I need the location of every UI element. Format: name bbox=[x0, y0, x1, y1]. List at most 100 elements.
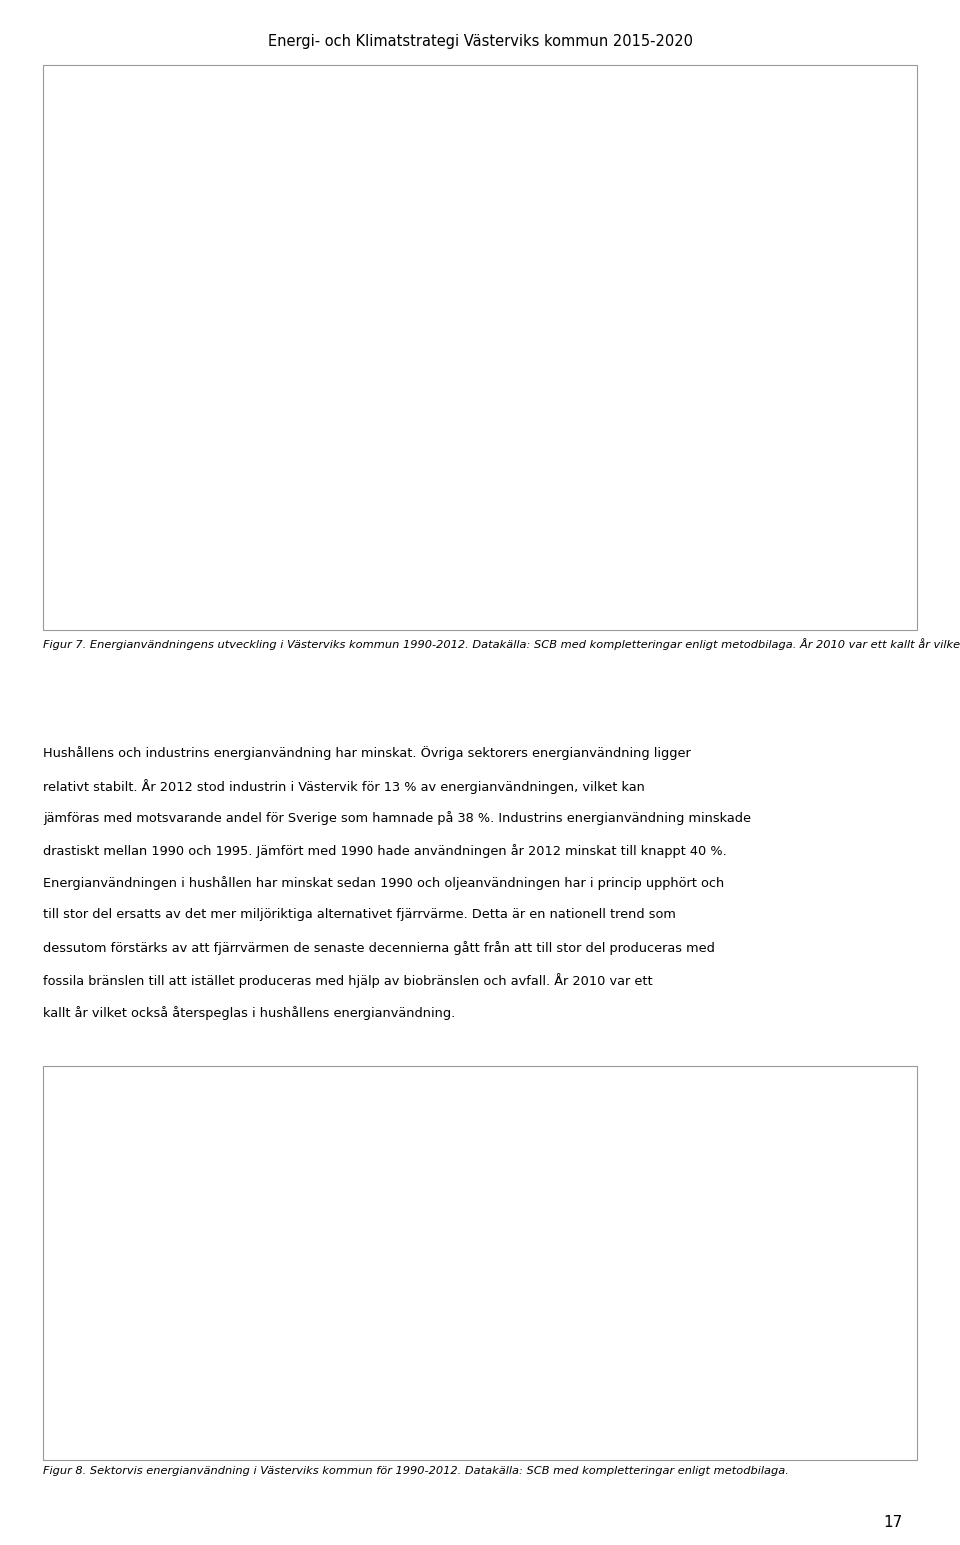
Text: 139: 139 bbox=[636, 1307, 660, 1321]
Text: 369: 369 bbox=[636, 1349, 660, 1363]
Text: Energianvändning i Västervik kommun 1990-2012: Energianvändning i Västervik kommun 1990… bbox=[58, 93, 562, 111]
Text: 159: 159 bbox=[336, 558, 360, 572]
Text: 259: 259 bbox=[528, 1432, 552, 1446]
Bar bbox=[812, 283, 886, 352]
Bar bbox=[409, 289, 483, 358]
Text: till stor del ersatts av det mer miljöriktiga alternativet fjärrvärme. Detta är : till stor del ersatts av det mer miljöri… bbox=[43, 908, 676, 921]
Bar bbox=[275, 385, 348, 453]
Bar bbox=[140, 207, 214, 246]
Text: El: El bbox=[84, 603, 95, 615]
Text: 97: 97 bbox=[857, 471, 873, 484]
Text: 294: 294 bbox=[420, 1390, 444, 1404]
Title: Sektorvis energianvändning (GWh): Sektorvis energianvändning (GWh) bbox=[395, 1092, 724, 1111]
Bar bbox=[409, 278, 483, 289]
Text: 395: 395 bbox=[312, 1307, 336, 1321]
Text: dessutom förstärks av att fjärrvärmen de senaste decennierna gått från att till : dessutom förstärks av att fjärrvärmen de… bbox=[43, 941, 715, 955]
Text: tjänster): tjänster) bbox=[108, 1438, 162, 1451]
Text: Energi- och Klimatstrategi Västerviks kommun 2015-2020: Energi- och Klimatstrategi Västerviks ko… bbox=[268, 34, 692, 49]
Text: 415: 415 bbox=[420, 1349, 444, 1363]
Bar bbox=[275, 263, 348, 355]
Text: 415: 415 bbox=[750, 514, 774, 528]
Text: 409: 409 bbox=[750, 603, 774, 615]
Text: 177: 177 bbox=[543, 558, 567, 572]
Text: Energianvändningen i hushållen har minskat sedan 1990 och oljeanvändningen har i: Energianvändningen i hushållen har minsk… bbox=[43, 876, 725, 890]
Text: 299: 299 bbox=[312, 1432, 336, 1446]
Bar bbox=[812, 352, 886, 389]
Text: 246: 246 bbox=[750, 558, 774, 572]
Text: 395: 395 bbox=[743, 1349, 767, 1363]
Bar bbox=[54, 599, 73, 618]
Text: 334: 334 bbox=[420, 1432, 444, 1446]
Text: 291: 291 bbox=[852, 1432, 875, 1446]
Text: 72: 72 bbox=[547, 471, 563, 484]
Text: 278: 278 bbox=[636, 1432, 660, 1446]
Text: 104: 104 bbox=[646, 471, 670, 484]
Bar bbox=[54, 468, 73, 487]
Text: Hushåll: Hushåll bbox=[108, 1349, 156, 1363]
Text: 415: 415 bbox=[853, 514, 877, 528]
Text: 414: 414 bbox=[543, 514, 566, 528]
Text: 354: 354 bbox=[852, 1349, 875, 1363]
Text: 182: 182 bbox=[440, 558, 464, 572]
Text: 392: 392 bbox=[543, 603, 566, 615]
Text: 195: 195 bbox=[646, 558, 670, 572]
Text: 385: 385 bbox=[853, 603, 877, 615]
Bar bbox=[54, 511, 73, 531]
Bar bbox=[54, 555, 73, 575]
Text: kallt år vilket också återspeglas i hushållens energianvändning.: kallt år vilket också återspeglas i hush… bbox=[43, 1006, 455, 1020]
Bar bbox=[140, 246, 214, 357]
Bar bbox=[543, 386, 618, 453]
Bar bbox=[678, 275, 753, 345]
Bar bbox=[543, 354, 618, 386]
Text: Figur 7. Energianvändningens utveckling i Västerviks kommun 1990-2012. Datakälla: Figur 7. Energianvändningens utveckling … bbox=[43, 638, 960, 650]
Text: 365: 365 bbox=[646, 514, 670, 528]
Text: 205: 205 bbox=[420, 1307, 444, 1321]
Text: Hushållens och industrins energianvändning har minskat. Övriga sektorers energia: Hushållens och industrins energianvändni… bbox=[43, 746, 691, 760]
Text: Övrigt (jordbruk, service,: Övrigt (jordbruk, service, bbox=[108, 1428, 266, 1441]
Text: 149: 149 bbox=[852, 1307, 875, 1321]
Text: fossila bränslen till att istället produceras med hjälp av biobränslen och avfal: fossila bränslen till att istället produ… bbox=[43, 973, 653, 989]
Text: 496: 496 bbox=[312, 1349, 336, 1363]
Text: 281: 281 bbox=[636, 1390, 660, 1404]
Bar bbox=[678, 345, 753, 385]
Text: Transport: Transport bbox=[108, 1390, 167, 1404]
Text: 401: 401 bbox=[646, 603, 670, 615]
Text: 176: 176 bbox=[528, 1307, 552, 1321]
Text: 259: 259 bbox=[528, 1390, 552, 1404]
Bar bbox=[812, 267, 886, 283]
Bar bbox=[275, 246, 348, 263]
Text: 303: 303 bbox=[743, 1390, 767, 1404]
Bar bbox=[409, 388, 483, 453]
Text: 290: 290 bbox=[312, 1390, 336, 1404]
Text: Figur 8. Sektorvis energianvändning i Västerviks kommun för 1990-2012. Datakälla: Figur 8. Sektorvis energianvändning i Vä… bbox=[43, 1466, 789, 1475]
Text: 231: 231 bbox=[336, 471, 360, 484]
Text: 148: 148 bbox=[743, 1307, 767, 1321]
Bar bbox=[678, 258, 753, 275]
Text: 416: 416 bbox=[336, 603, 360, 615]
Text: Fjärrvärme: Fjärrvärme bbox=[84, 558, 152, 572]
Text: 408: 408 bbox=[440, 603, 464, 615]
Text: Industri: Industri bbox=[108, 1307, 156, 1321]
Bar bbox=[275, 355, 348, 385]
Bar bbox=[678, 385, 753, 453]
Text: 361: 361 bbox=[528, 1349, 551, 1363]
Text: 17: 17 bbox=[883, 1514, 902, 1530]
Text: Förnybara bränslen: Förnybara bränslen bbox=[84, 471, 204, 484]
Text: relativt stabilt. År 2012 stod industrin i Västervik för 13 % av energianvändnin: relativt stabilt. År 2012 stod industrin… bbox=[43, 779, 645, 794]
Bar bbox=[543, 294, 618, 354]
Text: drastiskt mellan 1990 och 1995. Jämfört med 1990 hade användningen år 2012 minsk: drastiskt mellan 1990 och 1995. Jämfört … bbox=[43, 844, 727, 857]
Text: 672: 672 bbox=[336, 514, 360, 528]
Text: jämföras med motsvarande andel för Sverige som hamnade på 38 %. Industrins energ: jämföras med motsvarande andel för Sveri… bbox=[43, 811, 752, 825]
Text: 104: 104 bbox=[750, 471, 774, 484]
Text: 555: 555 bbox=[440, 514, 464, 528]
Bar bbox=[409, 358, 483, 388]
Text: 221: 221 bbox=[853, 558, 876, 572]
Text: Icke förnybara bränslen: Icke förnybara bränslen bbox=[84, 514, 231, 528]
Text: 328: 328 bbox=[743, 1432, 767, 1446]
Text: 324: 324 bbox=[852, 1390, 875, 1404]
Bar bbox=[543, 277, 618, 294]
Text: 104: 104 bbox=[440, 471, 464, 484]
Bar bbox=[140, 357, 214, 383]
Bar bbox=[812, 389, 886, 453]
Bar bbox=[140, 383, 214, 453]
